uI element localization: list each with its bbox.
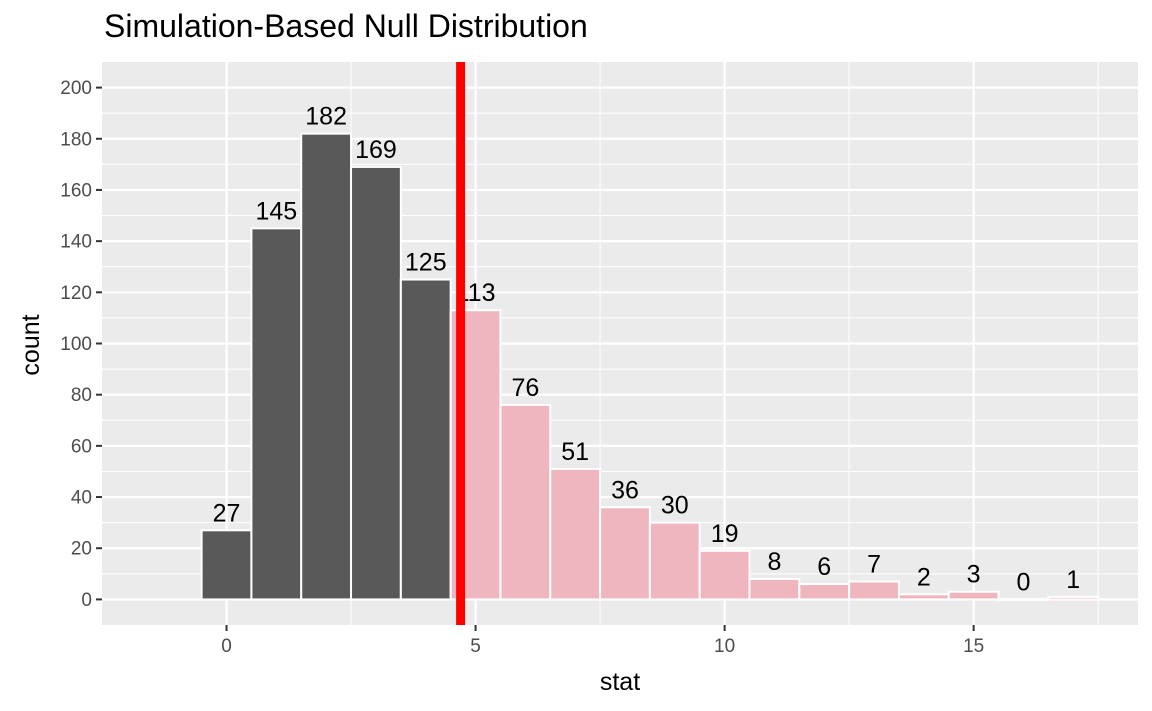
histogram-bar: [848, 580, 900, 601]
bar-count-label: 7: [867, 550, 881, 578]
histogram-bar: [300, 132, 353, 601]
histogram-bar: [1047, 595, 1100, 601]
x-axis: 0 5 10 15: [221, 625, 984, 657]
bar-count-label: 8: [767, 548, 781, 576]
histogram-bar: [947, 590, 1000, 601]
histogram-bar: [698, 549, 751, 601]
bars-layer: [200, 132, 1100, 601]
y-tick-label: 20: [71, 539, 92, 560]
y-axis: 0 20 40 60 80 100 120 140 160 180 200: [60, 78, 102, 611]
bar-count-label: 125: [405, 249, 447, 277]
y-tick-label: 180: [60, 129, 92, 150]
bar-count-label: 76: [511, 374, 539, 402]
bar-count-label: 51: [561, 438, 589, 466]
bar-count-label: 145: [255, 197, 297, 225]
x-tick-label: 15: [963, 636, 984, 657]
bar-count-label: 2: [917, 563, 931, 591]
histogram-bar: [250, 227, 303, 601]
histogram-bar: [350, 165, 402, 601]
y-tick-label: 140: [60, 232, 92, 253]
bar-count-label: 182: [305, 103, 347, 131]
histogram-bar: [599, 506, 651, 601]
bar-count-label: 1: [1066, 566, 1080, 594]
y-tick-label: 80: [71, 385, 92, 406]
bar-count-label: 169: [355, 136, 397, 164]
bar-count-label: 27: [213, 499, 241, 527]
histogram-bar: [200, 529, 253, 601]
bar-count-label: 0: [1016, 568, 1030, 596]
bar-count-label: 36: [611, 476, 639, 504]
histogram-bar: [648, 521, 701, 601]
bar-count-label: 6: [817, 553, 831, 581]
histogram-bar: [798, 583, 851, 601]
y-axis-label: count: [17, 314, 45, 375]
histogram-bar: [748, 577, 801, 601]
histogram-bar: [499, 403, 552, 601]
y-tick-label: 0: [81, 590, 92, 611]
histogram-bar: [997, 598, 1050, 601]
bar-count-label: 3: [967, 561, 981, 589]
bar-count-label: 30: [661, 492, 689, 520]
histogram-bar: [897, 593, 950, 601]
y-tick-label: 40: [71, 488, 92, 509]
y-tick-label: 200: [60, 78, 92, 99]
x-axis-label: stat: [600, 668, 640, 696]
y-tick-label: 160: [60, 180, 92, 201]
x-tick-label: 0: [221, 636, 232, 657]
x-tick-label: 5: [470, 636, 481, 657]
bar-count-label: 19: [711, 520, 739, 548]
y-tick-label: 60: [71, 436, 92, 457]
y-tick-label: 120: [60, 283, 92, 304]
x-tick-label: 10: [714, 636, 735, 657]
histogram-bar: [549, 467, 602, 601]
histogram-bar: [399, 278, 452, 601]
chart-title: Simulation-Based Null Distribution: [104, 8, 588, 44]
y-tick-label: 100: [60, 334, 92, 355]
